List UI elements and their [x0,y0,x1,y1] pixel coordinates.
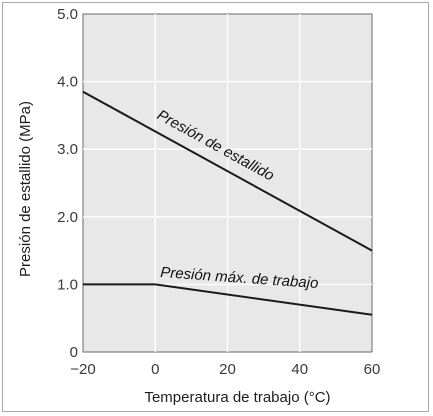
x-tick-label: 0 [151,361,159,378]
y-tick-label: 5.0 [57,6,78,23]
series-lines [82,90,373,316]
y-tick-label: 3.0 [57,141,78,158]
x-tick-label: 40 [291,361,308,378]
y-tick-label: 4.0 [57,74,78,91]
series-line-0 [82,90,373,252]
y-tick-label: 0 [70,344,78,361]
series-line-1 [83,283,373,316]
y-tick-label: 2.0 [57,209,78,226]
x-tick-labels: −20 0 20 40 60 [70,361,380,378]
x-tick-label: −20 [70,361,95,378]
x-tick-label: 20 [219,361,236,378]
chart-frame [2,2,429,412]
y-axis-label: Presión de estallido (MPa) [17,101,34,277]
x-axis-label: Temperatura de trabajo (°C) [144,389,330,406]
y-tick-label: 1.0 [57,276,78,293]
y-tick-labels: 0 1.0 2.0 3.0 4.0 5.0 [57,6,78,361]
x-tick-label: 60 [364,361,381,378]
